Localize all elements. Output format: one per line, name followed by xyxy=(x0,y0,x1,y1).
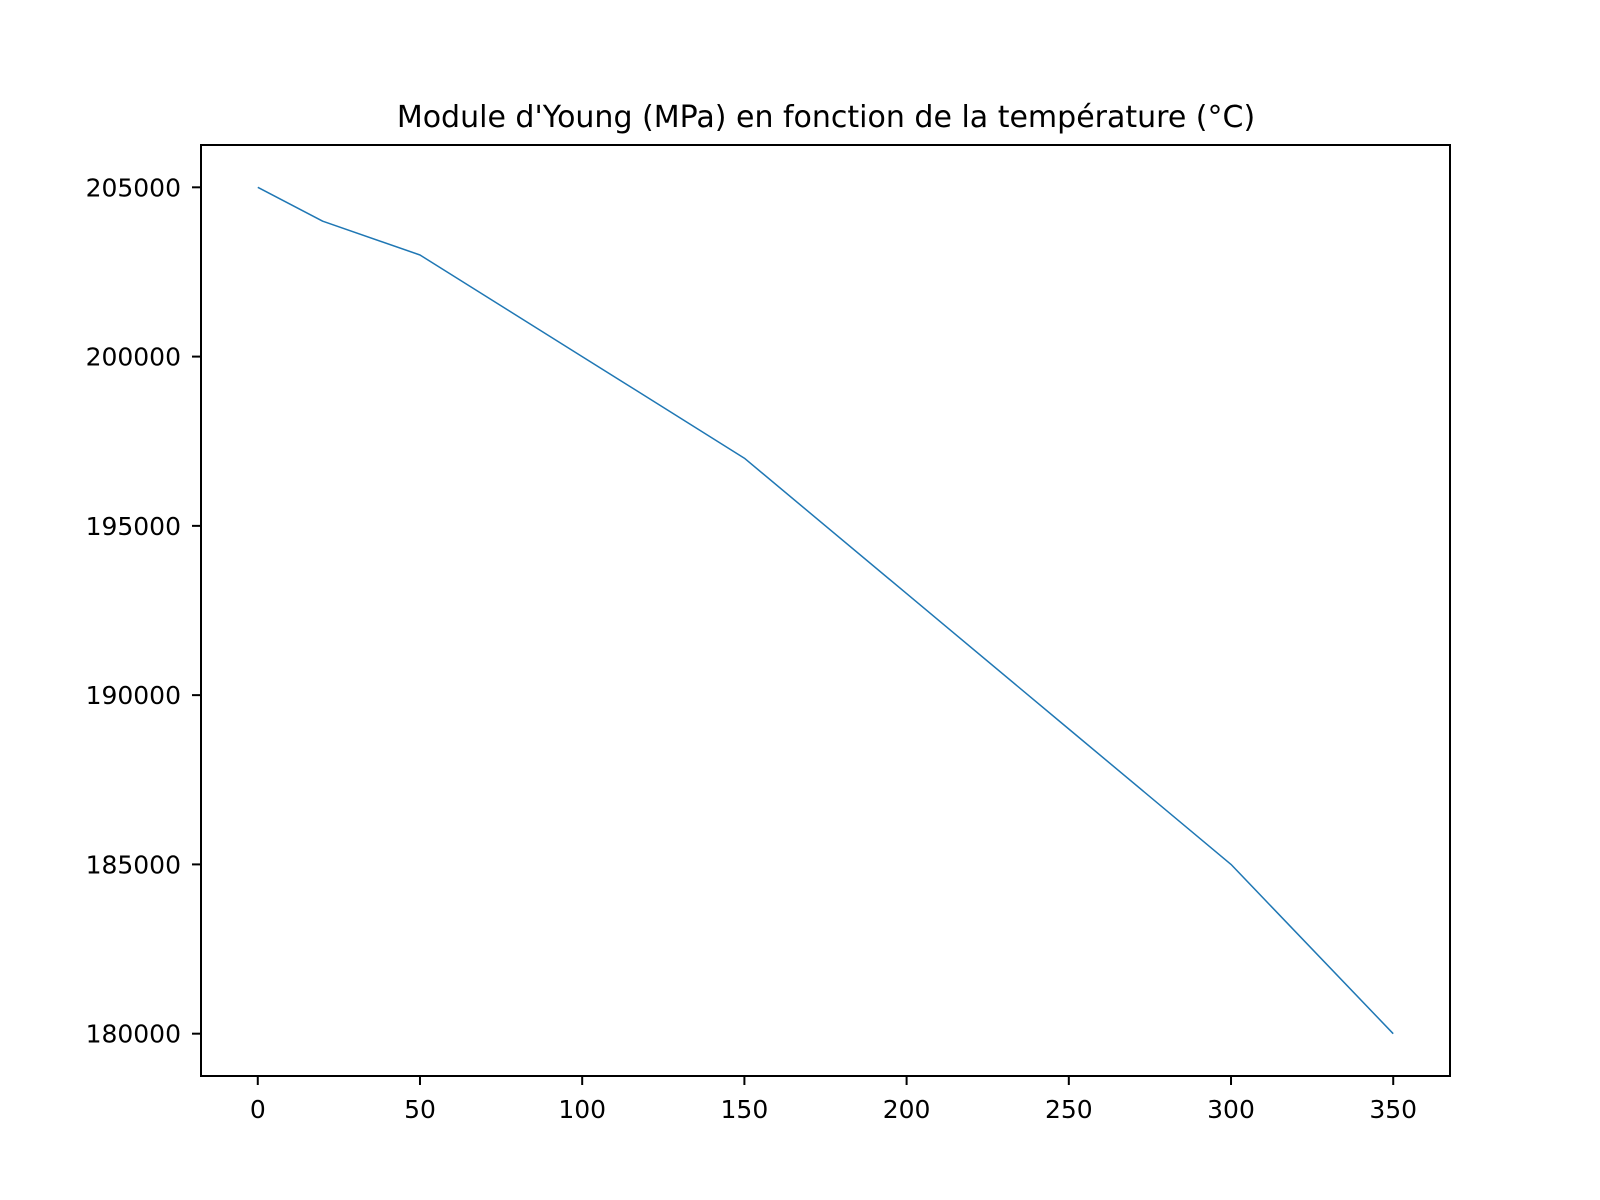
x-tick-label: 250 xyxy=(1045,1095,1093,1124)
chart-title: Module d'Young (MPa) en fonction de la t… xyxy=(397,100,1255,135)
y-tick-label: 200000 xyxy=(86,343,181,372)
x-tick-label: 50 xyxy=(404,1095,436,1124)
x-tick-label: 150 xyxy=(721,1095,769,1124)
y-axis: 180000 185000 190000 195000 200000 205000 xyxy=(86,173,201,1049)
axes-frame xyxy=(200,144,1451,1077)
x-tick-label: 300 xyxy=(1207,1095,1255,1124)
x-axis: 0 50 100 150 200 250 300 350 xyxy=(250,1076,1417,1124)
y-tick-label: 180000 xyxy=(86,1020,181,1049)
plot-area xyxy=(200,144,1451,1077)
y-tick-label: 190000 xyxy=(86,681,181,710)
x-tick-label: 100 xyxy=(558,1095,606,1124)
series-line xyxy=(257,186,1394,1035)
x-tick-label: 0 xyxy=(250,1095,266,1124)
series-layer xyxy=(257,186,1394,1035)
x-tick-label: 350 xyxy=(1369,1095,1417,1124)
y-tick-label: 195000 xyxy=(86,512,181,541)
y-tick-label: 205000 xyxy=(86,173,181,202)
y-tick-label: 185000 xyxy=(86,850,181,879)
x-tick-label: 200 xyxy=(883,1095,931,1124)
